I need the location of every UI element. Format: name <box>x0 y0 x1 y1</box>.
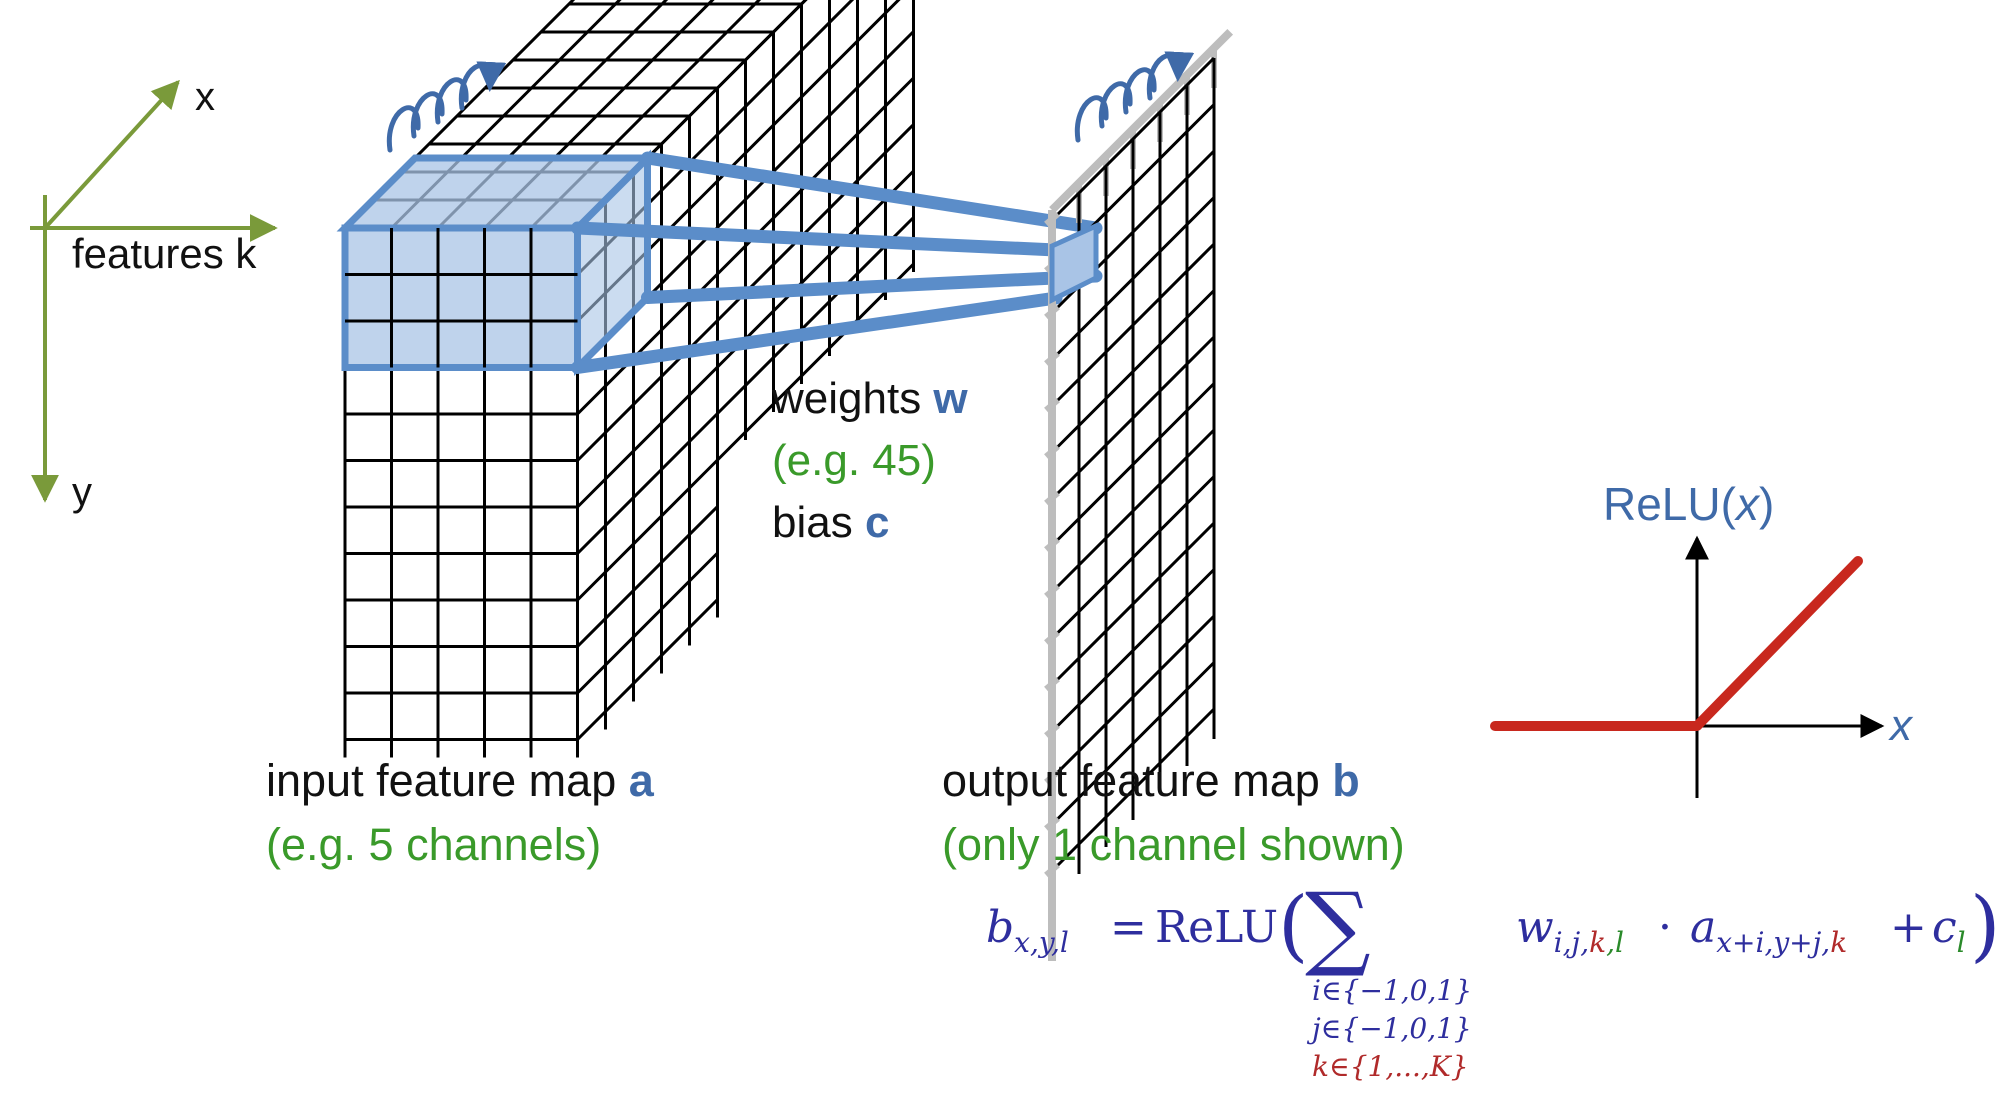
side-grid-line <box>576 412 719 555</box>
convolution-formula: bx,y,l = ReLU ( ∑ i∈{−1,0,1} j∈{−1,0,1} … <box>986 873 1999 1083</box>
output-edge-tick <box>1044 211 1060 227</box>
output-edge-tick <box>1044 304 1060 320</box>
side-grid-line <box>716 30 915 229</box>
bias-label: bias c <box>772 498 889 547</box>
formula-lhs: bx,y,l <box>986 902 1069 959</box>
output-edge-tick <box>1044 676 1060 692</box>
output-edge-tick <box>1044 630 1060 645</box>
output-edge-tick <box>1044 583 1060 599</box>
weights-symbol: w <box>932 374 968 423</box>
output-edge-tick <box>1044 397 1060 413</box>
formula-weight-term: wi,j,k,l <box>1516 902 1624 959</box>
formula-relu: ReLU <box>1155 902 1278 953</box>
x-axis-arrow <box>43 79 180 230</box>
formula-activation-term: ax+i,y+j,k <box>1690 902 1847 959</box>
side-grid-line <box>576 505 719 648</box>
weights-label: weights w <box>771 374 968 423</box>
formula-sum: ∑ <box>1305 873 1371 980</box>
side-grid-line <box>716 0 855 136</box>
coordinate-axes: x features k y <box>30 75 278 514</box>
relu-plot: ReLU(x) x <box>1490 478 1914 798</box>
output-edge-tick <box>1044 444 1060 459</box>
input-map-label: input feature map a <box>266 755 655 806</box>
side-grid-line <box>716 262 915 462</box>
connection-beam <box>571 221 1063 257</box>
top-grid-line <box>483 0 576 90</box>
connection-beam <box>641 269 1103 304</box>
formula-bias-term: cl <box>1932 902 1966 959</box>
weights-example: (e.g. 45) <box>772 436 936 485</box>
connection-beams <box>571 151 1103 374</box>
x-axis-label: x <box>195 75 215 119</box>
side-grid-line <box>716 169 915 369</box>
y-axis-label: y <box>72 470 92 514</box>
input-slide-arrow <box>386 66 490 153</box>
relu-x-label: x <box>1888 701 1914 750</box>
formula-sum-limit-i: i∈{−1,0,1} <box>1312 974 1472 1007</box>
k-axis-label: features k <box>72 230 257 277</box>
formula-dot: · <box>1658 902 1672 953</box>
receptive-field-highlight <box>336 149 656 376</box>
output-edge-tick <box>1044 769 1060 785</box>
top-grid-line <box>530 0 622 90</box>
input-map-note: (e.g. 5 channels) <box>266 819 601 870</box>
output-edge-tick <box>1044 351 1060 366</box>
relu-curve <box>1490 556 1863 731</box>
side-grid-line <box>576 365 719 509</box>
output-map-label: output feature map b <box>942 755 1360 806</box>
output-edge-tick <box>1044 490 1060 506</box>
sliding-arrows <box>386 56 1178 153</box>
output-edge-tick <box>1044 723 1060 738</box>
relu-title: ReLU(x) <box>1603 478 1774 530</box>
output-feature-map-grid <box>1044 28 1234 961</box>
connection-beam <box>641 151 1103 235</box>
input-map-symbol: a <box>629 755 655 806</box>
output-edge-tick <box>1044 537 1060 552</box>
output-target-cell <box>1049 222 1099 305</box>
formula-equals: = <box>1110 902 1147 953</box>
side-grid-line <box>576 551 719 695</box>
formula-open-paren: ( <box>1278 881 1308 971</box>
side-grid-line <box>716 0 808 90</box>
formula-sum-limit-k: k∈{1,...,K} <box>1312 1050 1469 1083</box>
top-grid-line <box>669 0 762 90</box>
side-grid-line <box>716 216 915 415</box>
side-grid-line <box>576 458 719 602</box>
side-grid-line <box>576 319 719 462</box>
top-grid-line <box>623 0 715 90</box>
output-map-note: (only 1 channel shown) <box>942 819 1405 870</box>
formula-close-paren: ) <box>1970 881 1999 971</box>
output-edge-tick <box>1044 862 1060 878</box>
output-slide-arrow <box>1074 56 1178 143</box>
side-grid-line <box>576 598 719 741</box>
highlight-front-face <box>341 224 581 371</box>
bias-symbol: c <box>865 498 889 547</box>
side-grid-line <box>716 0 901 183</box>
formula-plus: + <box>1890 902 1927 953</box>
connection-beam <box>571 291 1063 374</box>
top-grid-line <box>576 0 669 90</box>
formula-sum-limit-j: j∈{−1,0,1} <box>1306 1012 1472 1045</box>
output-map-symbol: b <box>1332 755 1360 806</box>
output-edge-tick <box>1044 816 1060 831</box>
